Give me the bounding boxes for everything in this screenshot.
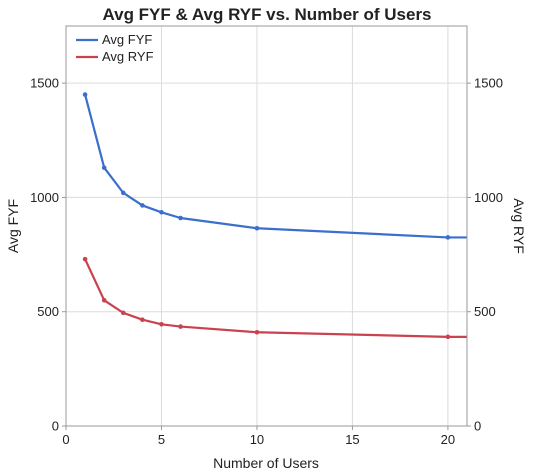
data-point-avg-ryf [140,317,145,323]
x-tick-label: 10 [250,432,264,447]
data-point-avg-fyf [140,203,145,208]
data-point-avg-fyf [101,165,107,171]
legend: Avg FYF Avg RYF [76,32,154,64]
legend-label-avg-fyf: Avg FYF [102,32,152,47]
data-point-avg-ryf [82,256,88,262]
x-tick-label: 20 [441,432,455,447]
grid [65,26,467,427]
data-point-avg-ryf [159,321,164,327]
x-tick-label: 0 [62,432,69,447]
data-point-avg-ryf [178,324,183,329]
x-tick-label: 15 [345,432,359,447]
data-point-avg-fyf [82,92,88,97]
legend-label-avg-ryf: Avg RYF [102,49,154,64]
y-tick-label-left: 1000 [30,190,59,205]
y-tick-label-left: 500 [37,304,59,319]
data-point-avg-fyf [254,225,260,231]
series-line-avg-ryf [84,258,467,338]
y-tick-label-left: 1500 [30,76,59,91]
data-point-avg-fyf [120,190,126,196]
data-point-avg-ryf [445,334,451,340]
x-axis-label: Number of Users [213,455,319,471]
series-line-avg-fyf [84,94,467,239]
y-axis-label-left: Avg FYF [5,199,21,253]
data-point-avg-ryf [120,310,126,316]
y-tick-label-right: 1000 [474,190,503,205]
data-point-avg-ryf [254,329,260,335]
y-tick-label-right: 500 [474,304,496,319]
y-tick-label-right: 0 [474,419,481,434]
y-tick-label-left: 0 [52,419,59,434]
data-point-avg-fyf [159,209,164,215]
y-axis-label-right: Avg RYF [511,198,527,254]
series-group [82,92,467,340]
data-point-avg-fyf [445,235,451,240]
data-point-avg-ryf [101,297,107,303]
plot-frame [65,25,468,427]
chart-title: Avg FYF & Avg RYF vs. Number of Users [102,5,431,24]
data-point-avg-fyf [178,215,183,221]
y-tick-label-right: 1500 [474,76,503,91]
x-tick-label: 5 [158,432,165,447]
